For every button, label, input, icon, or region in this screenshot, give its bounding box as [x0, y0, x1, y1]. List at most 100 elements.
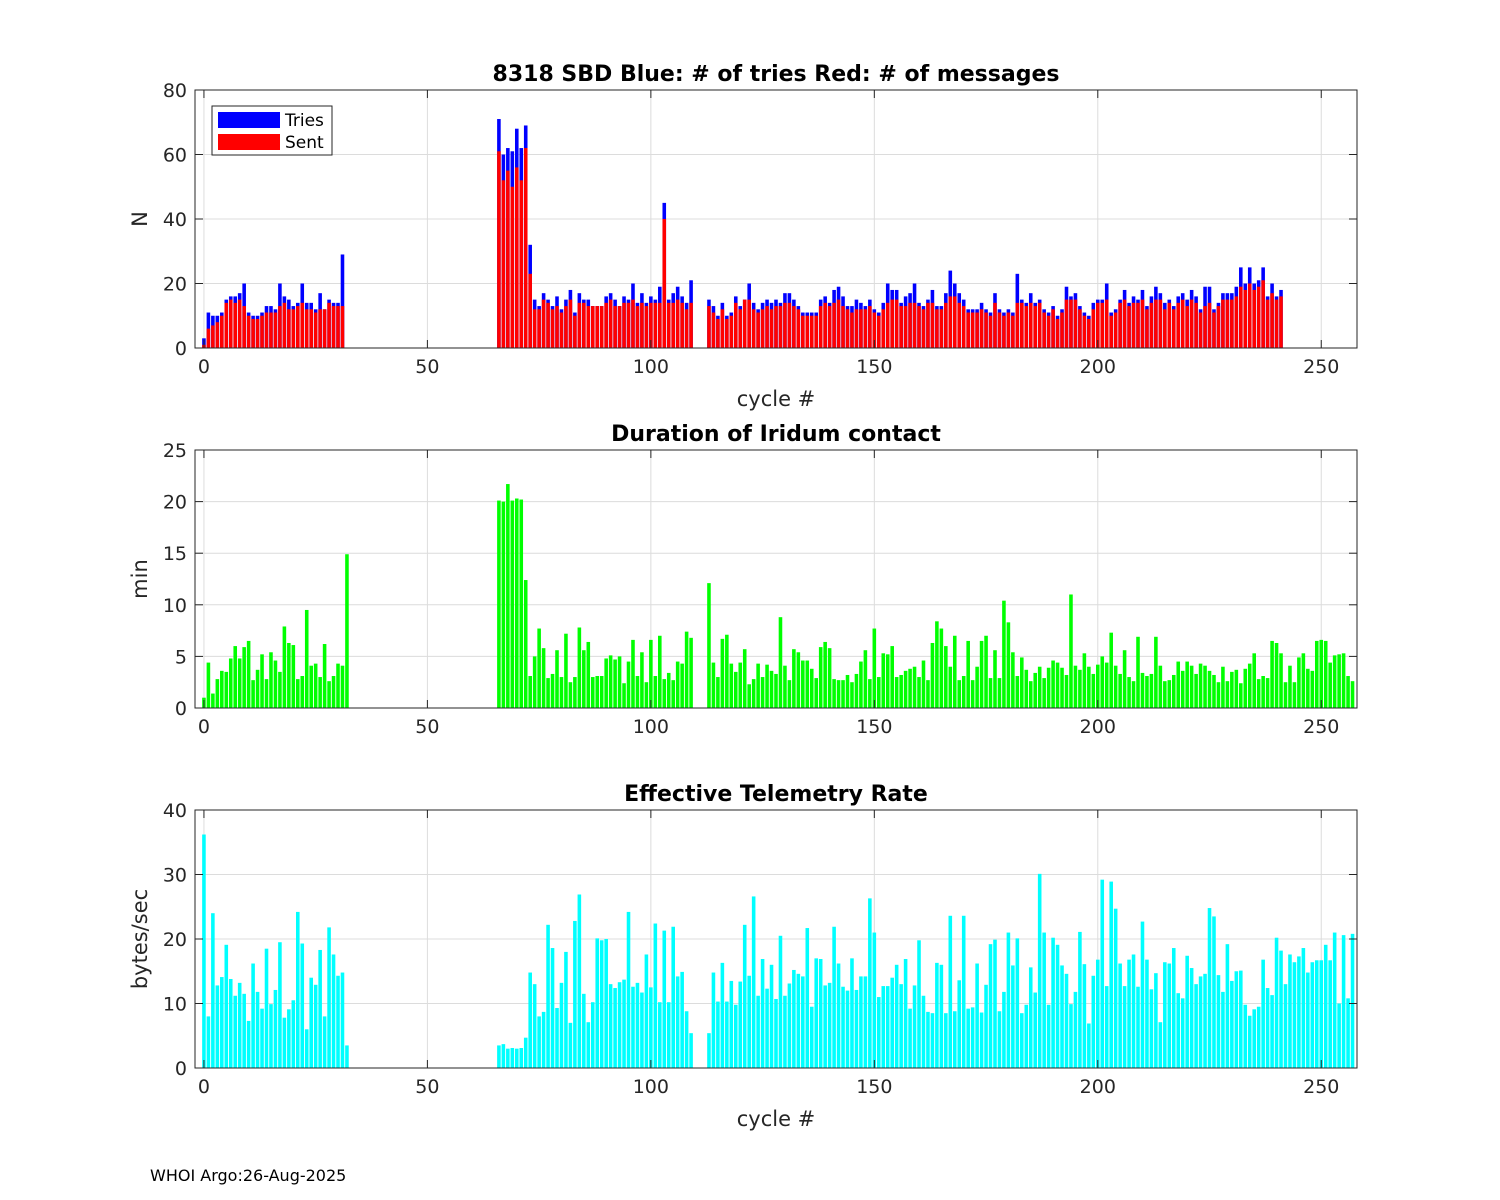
bar	[850, 682, 854, 708]
bar-sent	[291, 309, 296, 348]
bar	[818, 958, 823, 1068]
bar	[1221, 666, 1225, 708]
bar	[1095, 959, 1100, 1068]
bar	[546, 924, 550, 1068]
bar	[1055, 662, 1060, 708]
bar	[783, 995, 787, 1068]
bar-sent	[635, 306, 640, 348]
bar	[255, 991, 260, 1068]
bar-sent	[711, 312, 716, 348]
bar	[742, 924, 747, 1068]
bar-sent	[765, 306, 769, 348]
bar	[993, 650, 997, 708]
bar-sent	[260, 315, 264, 348]
bar	[322, 1016, 327, 1068]
bar-sent	[269, 312, 273, 348]
bar	[1024, 669, 1029, 708]
bar	[287, 1009, 291, 1068]
bar	[1158, 665, 1163, 708]
bar	[345, 554, 349, 708]
bar	[260, 654, 264, 708]
bar	[1028, 967, 1033, 1068]
bar-sent	[801, 315, 805, 348]
bar	[1323, 944, 1328, 1068]
y-axis-label: N	[128, 211, 152, 227]
bar	[765, 988, 769, 1068]
bar-sent	[1091, 309, 1096, 348]
bar	[282, 1017, 287, 1068]
bar-sent	[582, 302, 586, 348]
bar-sent	[912, 302, 917, 348]
bar	[246, 640, 251, 708]
bar	[1122, 650, 1127, 708]
bar-sent	[975, 312, 979, 348]
bar-sent	[608, 299, 613, 348]
bar	[617, 656, 622, 708]
bar-sent	[523, 148, 528, 348]
bar-sent	[336, 306, 340, 348]
bar	[269, 1004, 273, 1068]
bar-sent	[1024, 306, 1029, 348]
bar	[751, 679, 756, 708]
bar	[282, 626, 287, 708]
bar-sent	[658, 302, 662, 348]
bar	[1171, 948, 1176, 1068]
bar-sent	[559, 312, 564, 348]
bar	[1060, 965, 1064, 1068]
bar	[903, 670, 908, 708]
bar	[246, 1020, 251, 1068]
bar	[1341, 935, 1346, 1068]
bar	[340, 972, 345, 1068]
bar	[720, 638, 725, 708]
bar	[783, 665, 787, 708]
bar	[720, 962, 725, 1068]
bar	[1113, 908, 1118, 1068]
bar	[313, 984, 318, 1068]
bar-sent	[671, 302, 675, 348]
bar-sent	[519, 180, 524, 348]
bar	[1109, 632, 1113, 708]
bar	[1283, 984, 1288, 1068]
y-tick-label: 25	[163, 440, 187, 462]
bar-sent	[675, 299, 680, 348]
bar	[1069, 1004, 1073, 1068]
bar	[211, 913, 215, 1068]
bar-sent	[1203, 306, 1207, 348]
bar-sent	[769, 309, 774, 348]
bar	[541, 648, 546, 708]
bar-sent	[1118, 302, 1122, 348]
bar-sent	[340, 306, 345, 348]
bar	[228, 658, 233, 708]
x-tick-label: 50	[415, 716, 439, 738]
bar	[921, 995, 926, 1068]
bar	[948, 666, 953, 708]
bar-sent	[1256, 286, 1261, 348]
bar	[1323, 640, 1328, 708]
bar	[961, 676, 966, 708]
y-tick-label: 10	[163, 595, 187, 617]
bar-sent	[707, 306, 711, 348]
bar	[1171, 674, 1176, 708]
bar-sent	[1198, 312, 1203, 348]
bar	[653, 676, 658, 708]
y-tick-label: 5	[175, 646, 187, 668]
legend-label-sent: Sent	[285, 133, 324, 153]
bar	[814, 678, 819, 708]
bar-sent	[1158, 299, 1163, 348]
bar	[1185, 661, 1189, 708]
chart-title: Effective Telemetry Rate	[624, 782, 928, 807]
bar-sent	[532, 309, 537, 348]
bar	[1158, 1022, 1163, 1068]
bar	[1216, 682, 1221, 708]
bar	[814, 958, 819, 1068]
bar	[957, 680, 962, 708]
bar-sent	[1127, 306, 1131, 348]
y-tick-label: 30	[163, 865, 187, 887]
bar	[939, 964, 944, 1068]
bar	[1292, 962, 1297, 1068]
bar-sent	[868, 306, 872, 348]
bar-sent	[1033, 306, 1038, 348]
bar-sent	[626, 302, 631, 348]
bar	[1297, 657, 1301, 708]
bar	[559, 677, 564, 708]
